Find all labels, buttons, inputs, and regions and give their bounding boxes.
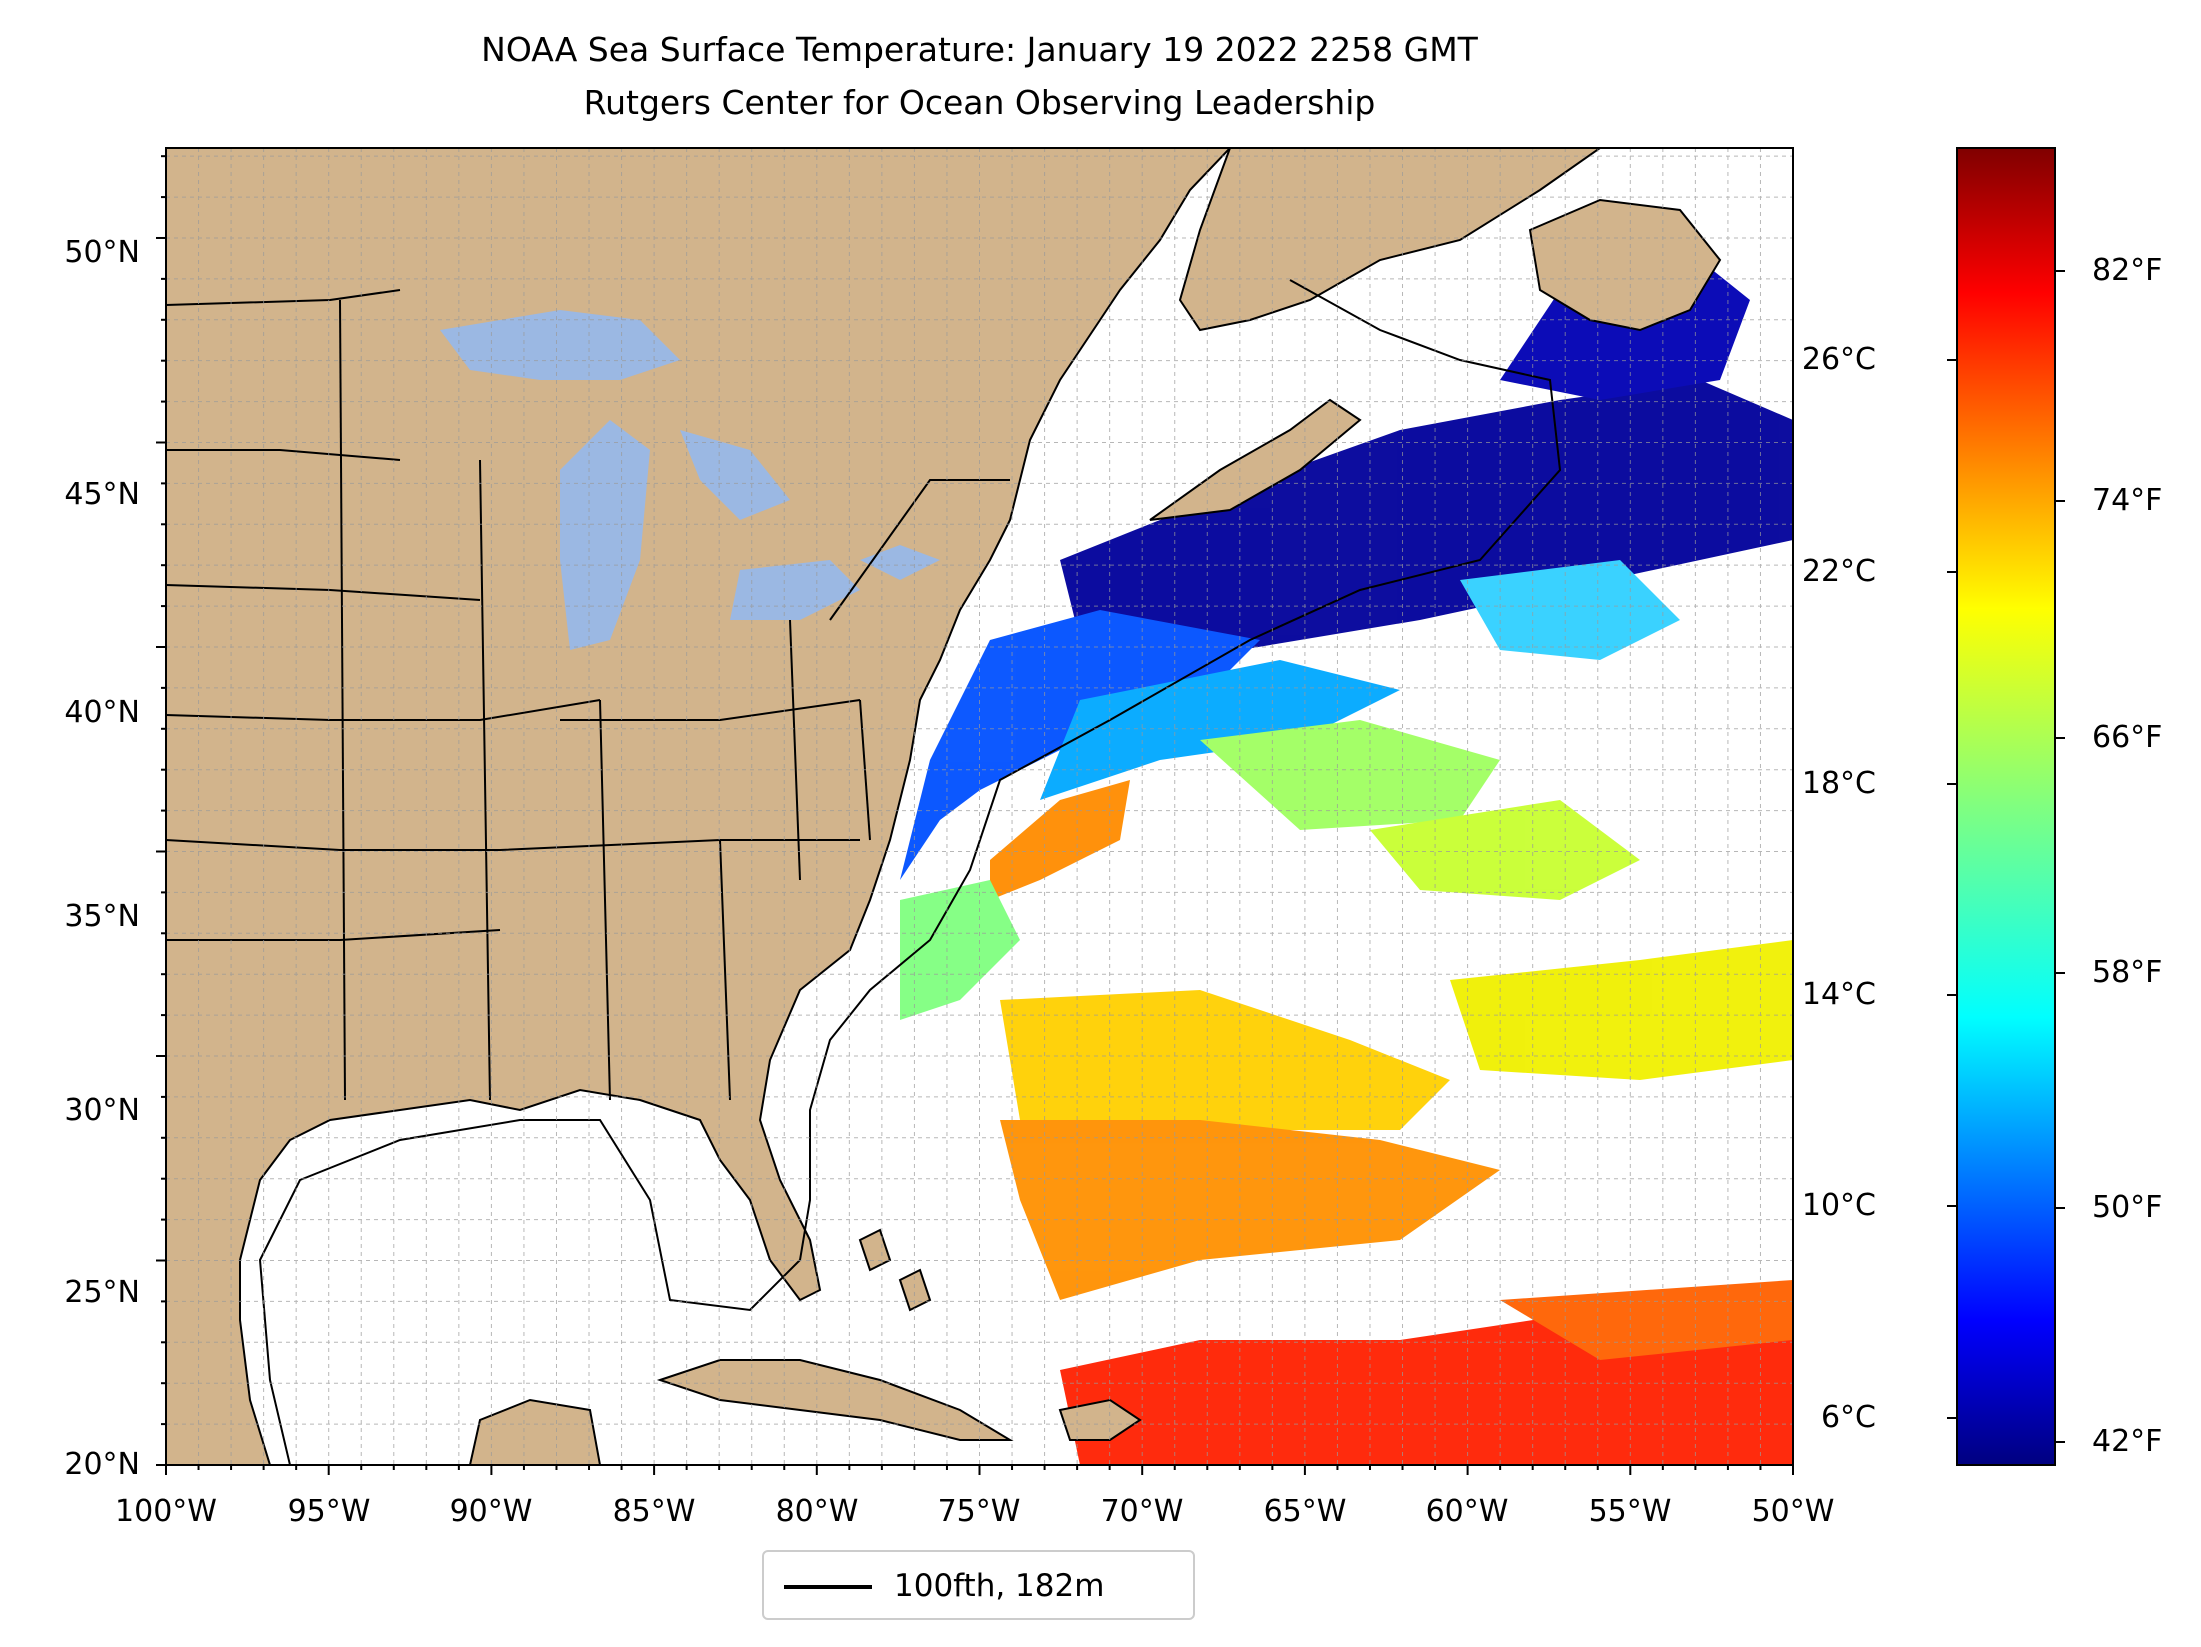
colorbar-label-82f: 82°F (2092, 253, 2163, 288)
map-subtitle: Rutgers Center for Ocean Observing Leade… (583, 83, 1376, 122)
colorbar-label-74f: 74°F (2092, 483, 2163, 518)
lon-label-100: 100°W (115, 1494, 217, 1529)
sst-data-layer (900, 260, 1793, 1465)
lon-label-85: 85°W (612, 1494, 696, 1529)
colorbar (1956, 147, 2056, 1466)
lon-label-60: 60°W (1425, 1494, 1509, 1529)
lat-label-20: 20°N (64, 1447, 140, 1482)
map-title: NOAA Sea Surface Temperature: January 19… (481, 30, 1478, 69)
lon-label-90: 90°W (449, 1494, 533, 1529)
isobath-100fth (258, 279, 1562, 1465)
axis-ticks (156, 155, 1794, 1475)
lat-label-25: 25°N (64, 1275, 140, 1310)
lat-label-30: 30°N (64, 1093, 140, 1128)
colorbar-ticks (1947, 270, 2065, 1443)
land-layer (166, 148, 1722, 1465)
lon-label-70: 70°W (1100, 1494, 1184, 1529)
lat-label-50: 50°N (64, 235, 140, 270)
legend-line-swatch (784, 1585, 872, 1589)
state-borders (166, 289, 1010, 1101)
lon-label-50: 50°W (1751, 1494, 1835, 1529)
colorbar-label-10c: 10°C (1801, 1188, 1876, 1223)
lon-label-55: 55°W (1588, 1494, 1672, 1529)
colorbar-label-58f: 58°F (2092, 955, 2163, 990)
gridlines (166, 148, 1793, 1465)
colorbar-label-42f: 42°F (2092, 1424, 2163, 1459)
lon-label-80: 80°W (775, 1494, 859, 1529)
colorbar-label-66f: 66°F (2092, 720, 2163, 755)
lon-label-75: 75°W (937, 1494, 1021, 1529)
lon-label-95: 95°W (287, 1494, 371, 1529)
colorbar-label-50f: 50°F (2092, 1190, 2163, 1225)
colorbar-label-26c: 26°C (1801, 342, 1876, 377)
legend-label: 100fth, 182m (894, 1568, 1105, 1604)
colorbar-label-14c: 14°C (1801, 977, 1876, 1012)
lon-label-65: 65°W (1263, 1494, 1347, 1529)
colorbar-label-6c: 6°C (1820, 1400, 1876, 1435)
colorbar-label-22c: 22°C (1801, 554, 1876, 589)
lat-label-40: 40°N (64, 695, 140, 730)
legend: 100fth, 182m (762, 1550, 1195, 1620)
great-lakes (440, 310, 940, 650)
lat-label-35: 35°N (64, 899, 140, 934)
lat-label-45: 45°N (64, 477, 140, 512)
colorbar-label-18c: 18°C (1801, 766, 1876, 801)
